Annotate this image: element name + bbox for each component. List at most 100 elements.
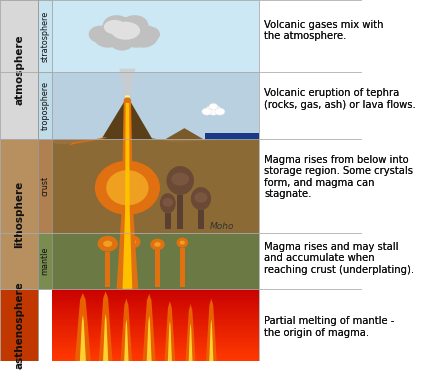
Bar xyxy=(38,233,52,289)
Ellipse shape xyxy=(160,193,176,214)
Text: atmosphere: atmosphere xyxy=(14,34,24,105)
Polygon shape xyxy=(189,323,193,361)
Text: asthenosphere: asthenosphere xyxy=(14,281,24,369)
Bar xyxy=(52,334,259,337)
Polygon shape xyxy=(99,291,113,361)
Bar xyxy=(52,358,259,361)
Ellipse shape xyxy=(128,24,158,48)
Bar xyxy=(177,195,183,229)
Ellipse shape xyxy=(154,242,161,247)
Ellipse shape xyxy=(95,161,160,215)
Bar xyxy=(198,210,204,229)
Bar xyxy=(52,351,259,354)
Bar xyxy=(52,233,259,289)
Ellipse shape xyxy=(163,198,173,207)
Bar xyxy=(52,346,259,349)
Text: Volcanic eruption of tephra
(rocks, gas, ash) or lava flows.: Volcanic eruption of tephra (rocks, gas,… xyxy=(264,88,416,110)
Polygon shape xyxy=(124,319,129,361)
Bar xyxy=(52,344,259,347)
Text: Partial melting of mantle -
the origin of magma.: Partial melting of mantle - the origin o… xyxy=(264,316,395,338)
Text: Volcanic gases mix with
the atmosphere.: Volcanic gases mix with the atmosphere. xyxy=(264,20,384,41)
Bar xyxy=(52,332,259,335)
Ellipse shape xyxy=(125,235,141,249)
Ellipse shape xyxy=(110,35,133,50)
Text: Magma rises from below into
storage region. Some crystals
form, and magma can
st: Magma rises from below into storage regi… xyxy=(264,155,414,199)
Polygon shape xyxy=(122,103,132,289)
Polygon shape xyxy=(147,315,152,361)
Bar xyxy=(52,310,259,313)
Bar xyxy=(52,341,259,344)
Text: Volcanic gases mix with
the atmosphere.: Volcanic gases mix with the atmosphere. xyxy=(264,20,384,41)
Bar xyxy=(130,249,135,287)
Ellipse shape xyxy=(180,241,185,245)
Bar xyxy=(52,288,259,291)
Ellipse shape xyxy=(103,241,112,247)
Polygon shape xyxy=(75,293,91,361)
Ellipse shape xyxy=(191,187,211,210)
Polygon shape xyxy=(205,133,259,141)
Bar xyxy=(52,349,259,352)
Ellipse shape xyxy=(171,173,189,186)
Text: troposphere: troposphere xyxy=(40,81,49,130)
Bar xyxy=(52,339,259,342)
Bar xyxy=(52,293,259,296)
Bar xyxy=(0,289,38,361)
Polygon shape xyxy=(52,97,259,233)
Text: Magma rises and may stall
and accumulate when
reaching crust (underplating).: Magma rises and may stall and accumulate… xyxy=(264,241,414,275)
Ellipse shape xyxy=(126,33,146,48)
Bar xyxy=(52,322,259,325)
Ellipse shape xyxy=(202,108,212,115)
Bar xyxy=(52,320,259,323)
Bar xyxy=(52,305,259,308)
Bar xyxy=(0,139,38,289)
Polygon shape xyxy=(209,319,213,361)
Bar xyxy=(52,337,259,340)
Ellipse shape xyxy=(98,236,118,252)
Ellipse shape xyxy=(215,108,225,115)
Ellipse shape xyxy=(121,15,148,35)
Bar xyxy=(155,250,160,287)
Polygon shape xyxy=(122,215,133,218)
Text: Partial melting of mantle -
the origin of magma.: Partial melting of mantle - the origin o… xyxy=(264,316,395,338)
Ellipse shape xyxy=(194,192,207,203)
Ellipse shape xyxy=(167,166,194,195)
Bar xyxy=(52,300,259,303)
Text: mantle: mantle xyxy=(40,247,49,275)
Bar xyxy=(52,303,259,306)
Bar xyxy=(180,248,185,287)
Ellipse shape xyxy=(176,238,188,248)
Bar xyxy=(52,312,259,315)
Bar xyxy=(52,317,259,320)
Bar xyxy=(165,214,171,229)
Bar xyxy=(52,289,259,361)
Text: Moho: Moho xyxy=(210,222,234,231)
Bar xyxy=(38,139,52,233)
Bar xyxy=(52,291,259,294)
Polygon shape xyxy=(121,299,132,361)
Ellipse shape xyxy=(205,105,221,115)
Polygon shape xyxy=(186,304,196,361)
Ellipse shape xyxy=(103,15,130,35)
Polygon shape xyxy=(143,294,156,361)
Ellipse shape xyxy=(89,26,112,43)
Bar xyxy=(52,327,259,330)
Ellipse shape xyxy=(111,22,140,40)
Bar xyxy=(52,0,259,72)
Bar xyxy=(38,0,52,72)
Ellipse shape xyxy=(129,239,136,244)
Ellipse shape xyxy=(209,103,218,110)
Ellipse shape xyxy=(138,26,160,42)
Ellipse shape xyxy=(106,170,149,205)
Bar xyxy=(52,353,259,356)
Bar xyxy=(259,0,362,361)
Ellipse shape xyxy=(104,20,126,34)
Polygon shape xyxy=(68,137,108,146)
Ellipse shape xyxy=(104,17,147,48)
Bar xyxy=(52,329,259,332)
Bar xyxy=(52,72,259,139)
Bar xyxy=(52,356,259,359)
Bar xyxy=(52,298,259,301)
Bar xyxy=(38,72,52,139)
Polygon shape xyxy=(164,301,175,361)
Polygon shape xyxy=(119,68,136,96)
